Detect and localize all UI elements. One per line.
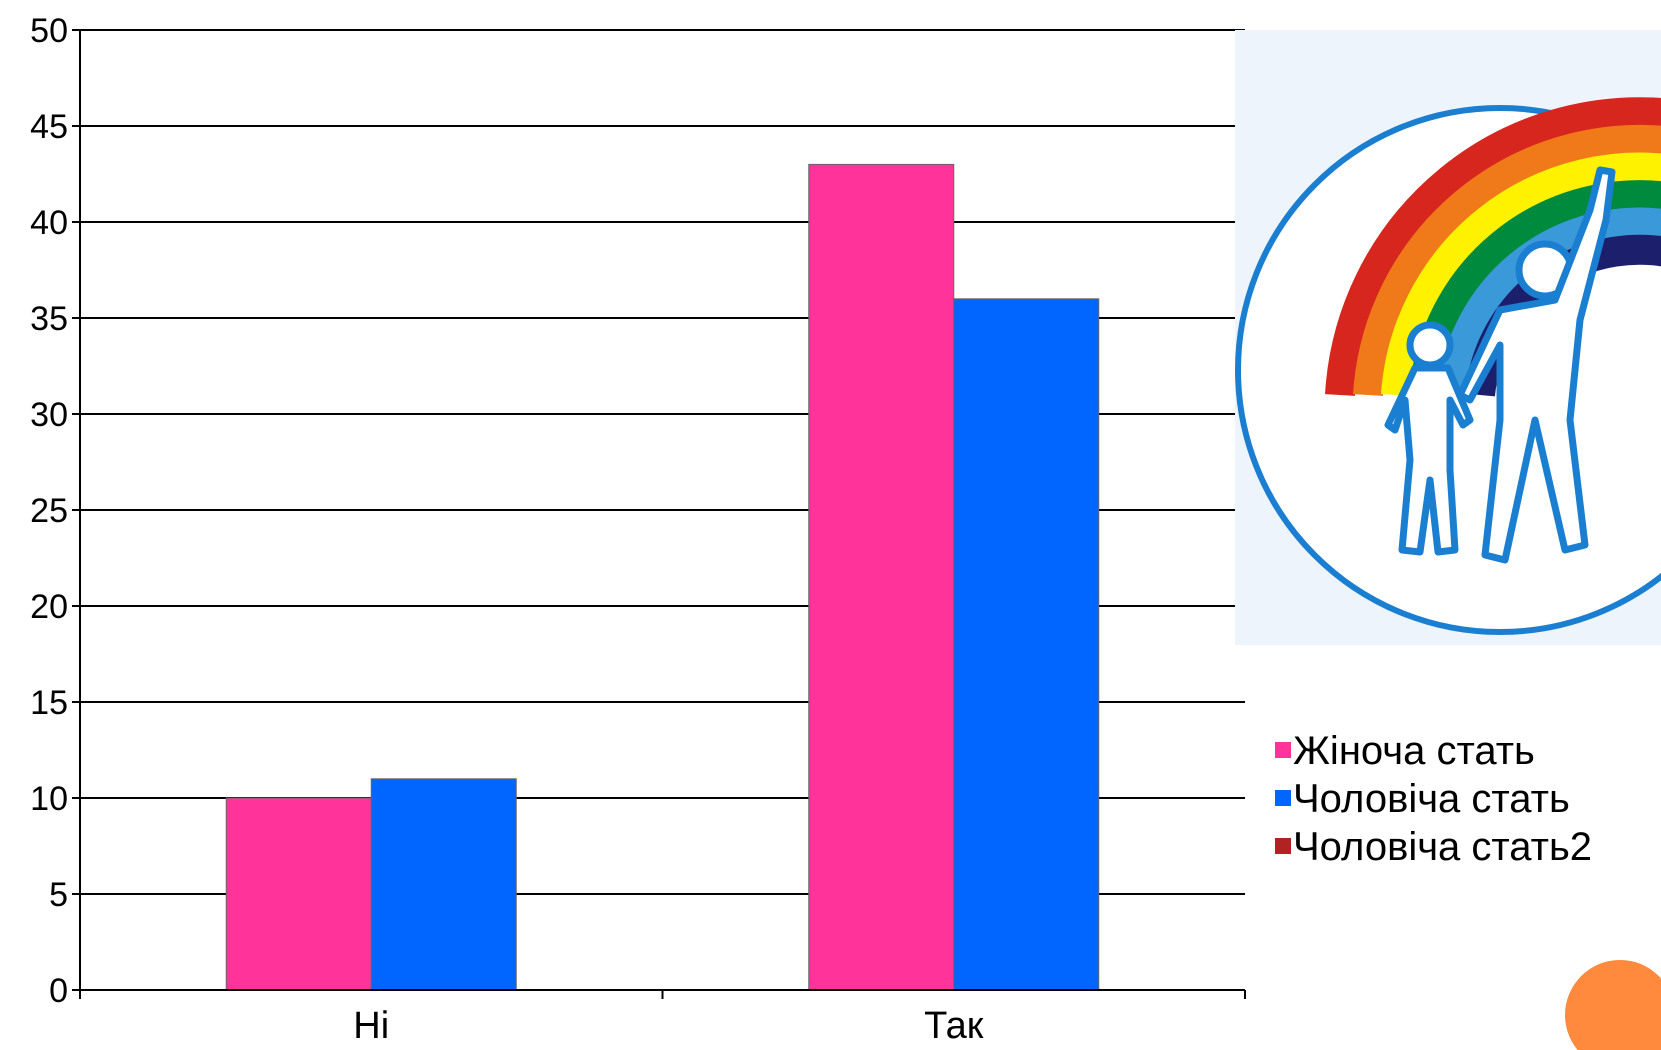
y-tick-label: 10 xyxy=(30,780,68,818)
legend-entry: Чоловіча стать xyxy=(1293,777,1570,821)
bar xyxy=(953,298,1100,991)
x-category-label: Ні xyxy=(353,1005,389,1047)
rainbow-arc xyxy=(1325,97,1661,396)
y-tick-label: 20 xyxy=(30,588,68,626)
axes xyxy=(72,29,1246,999)
y-tick-label: 25 xyxy=(30,492,68,530)
y-tick-label: 15 xyxy=(30,684,68,722)
legend-swatch xyxy=(1275,838,1291,854)
y-tick-label: 0 xyxy=(49,972,68,1010)
y-tick-labels: 0 5 10 15 20 25 30 35 40 45 50 xyxy=(30,12,68,1010)
y-tick-label: 30 xyxy=(30,396,68,434)
legend-entry: Жіноча стать xyxy=(1293,729,1535,773)
orange-corner-circle xyxy=(1565,960,1661,1050)
rainbow-arc xyxy=(1353,124,1661,396)
bar xyxy=(225,797,372,991)
bar xyxy=(370,778,517,991)
legend-entry: Чоловіча стать2 xyxy=(1293,825,1592,869)
rainbow-family-logo-icon xyxy=(1235,30,1661,645)
legend-swatch xyxy=(1275,790,1291,806)
y-tick-label: 5 xyxy=(49,876,68,914)
x-category-labels: Ні Так xyxy=(353,1005,983,1047)
x-category-label: Так xyxy=(924,1005,984,1047)
y-tick-label: 40 xyxy=(30,204,68,242)
bars xyxy=(225,163,1100,991)
family-figures-icon xyxy=(1384,166,1616,564)
rainbow-arc xyxy=(1381,152,1661,397)
bar xyxy=(808,163,955,991)
y-tick-label: 35 xyxy=(30,300,68,338)
y-tick-label: 45 xyxy=(30,108,68,146)
legend-swatch xyxy=(1275,742,1291,758)
y-tick-label: 50 xyxy=(30,12,68,50)
